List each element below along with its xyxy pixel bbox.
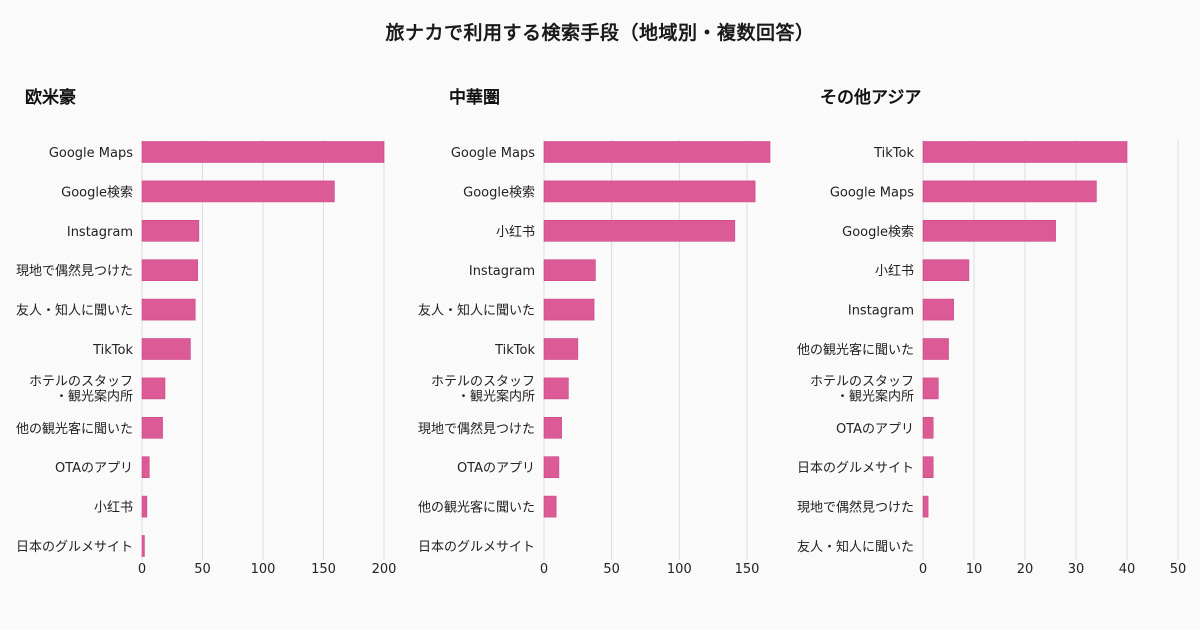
category-label-line: ・観光案内所 (55, 388, 133, 404)
x-tick-label: 0 (919, 562, 927, 577)
bar (543, 259, 596, 282)
category-label: 友人・知人に聞いた (16, 303, 133, 319)
x-tick-label: 0 (138, 562, 146, 577)
category-label: 小红书 (496, 224, 535, 240)
category-label: 現地で偶然見つけた (16, 263, 133, 279)
x-tick-label: 100 (667, 562, 692, 577)
category-label: Google検索 (61, 185, 133, 200)
category-label: TikTok (873, 146, 914, 161)
category-label: ホテルのスタッフ・観光案内所 (29, 374, 133, 404)
x-tick-label: 150 (735, 562, 760, 577)
category-label: OTAのアプリ (55, 461, 133, 476)
category-label: 現地で偶然見つけた (418, 421, 535, 437)
panel-title: 中華圏 (449, 87, 500, 108)
category-label: Instagram (469, 264, 535, 279)
bar (141, 456, 150, 479)
bar (141, 338, 191, 360)
bar (141, 495, 148, 518)
category-label: ホテルのスタッフ・観光案内所 (810, 374, 914, 404)
x-tick-label: 30 (1068, 562, 1085, 577)
category-label: OTAのアプリ (836, 422, 914, 437)
bar (922, 416, 934, 439)
x-tick-label: 100 (251, 562, 276, 577)
bar (543, 416, 562, 439)
category-label-line: ホテルのスタッフ (29, 374, 133, 389)
bar (141, 141, 385, 163)
bar (543, 338, 579, 360)
x-tick-label: 50 (603, 562, 620, 577)
bar (922, 141, 1128, 163)
x-tick-label: 40 (1119, 562, 1136, 577)
bar (922, 220, 1056, 242)
x-tick-label: 50 (1170, 562, 1187, 577)
category-label-line: ホテルのスタッフ (431, 374, 535, 389)
category-label-line: ・観光案内所 (836, 388, 914, 404)
bar (141, 220, 200, 242)
category-label: 日本のグルメサイト (418, 540, 535, 555)
category-label: 日本のグルメサイト (797, 461, 914, 476)
x-tick-label: 50 (194, 562, 211, 577)
category-label: Google Maps (451, 146, 535, 161)
category-label-line: ・観光案内所 (457, 388, 535, 404)
bar (543, 220, 736, 242)
bar (922, 456, 934, 479)
bar (543, 180, 756, 203)
category-label: 他の観光客に聞いた (797, 342, 914, 358)
category-label: 現地で偶然見つけた (797, 500, 914, 516)
bar (922, 338, 949, 360)
x-tick-label: 20 (1017, 562, 1034, 577)
category-label: Google検索 (842, 225, 914, 240)
category-label: 小红书 (94, 500, 133, 516)
bar (141, 377, 166, 400)
bar (922, 495, 929, 518)
bar (922, 180, 1097, 203)
bar (543, 495, 557, 518)
bar (543, 141, 771, 163)
bar (543, 298, 595, 321)
category-label: 他の観光客に聞いた (418, 500, 535, 516)
bar (922, 259, 970, 282)
category-label: ホテルのスタッフ・観光案内所 (431, 374, 535, 404)
bar (922, 377, 939, 400)
x-tick-label: 10 (966, 562, 983, 577)
category-label: 他の観光客に聞いた (16, 421, 133, 437)
bar (141, 535, 145, 557)
category-label: Instagram (848, 304, 914, 319)
x-tick-label: 200 (372, 562, 397, 577)
category-label: 小红书 (875, 263, 914, 279)
category-label: Google Maps (49, 146, 133, 161)
panel-title: 欧米豪 (25, 87, 76, 108)
bar (141, 180, 335, 203)
category-label: 友人・知人に聞いた (797, 539, 914, 555)
bar (543, 456, 560, 479)
x-tick-label: 0 (540, 562, 548, 577)
category-label: OTAのアプリ (457, 461, 535, 476)
category-label: Instagram (67, 225, 133, 240)
bar (543, 377, 569, 400)
x-tick-label: 150 (311, 562, 336, 577)
panel-title: その他アジア (820, 87, 921, 108)
category-label-line: ホテルのスタッフ (810, 374, 914, 389)
bar (141, 298, 196, 321)
category-label: Google Maps (830, 185, 914, 200)
bar (141, 259, 198, 282)
page-title: 旅ナカで利用する検索手段（地域別・複数回答） (385, 22, 815, 44)
category-label: TikTok (494, 343, 535, 358)
category-label: 日本のグルメサイト (16, 540, 133, 555)
bar (922, 298, 954, 321)
category-label: Google検索 (463, 185, 535, 200)
bar (141, 416, 163, 439)
category-label: 友人・知人に聞いた (418, 303, 535, 319)
category-label: TikTok (92, 343, 133, 358)
